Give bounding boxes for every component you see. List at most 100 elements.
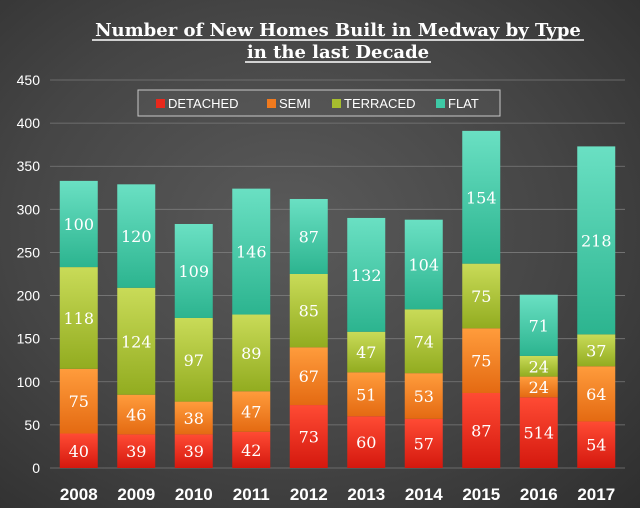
- y-tick-label: 200: [17, 288, 41, 304]
- chart-title-line-1: Number of New Homes Built in Medway by T…: [95, 20, 581, 41]
- data-label: 67: [299, 367, 319, 386]
- bar-flat-2009: [117, 184, 156, 288]
- data-label: 39: [184, 442, 204, 461]
- bar-flat-2010: [174, 223, 213, 318]
- bar-flat-2008: [59, 180, 98, 268]
- data-label: 75: [69, 392, 89, 411]
- data-label: 124: [121, 332, 152, 351]
- data-label: 104: [408, 256, 439, 275]
- y-tick-label: 100: [17, 374, 41, 390]
- bar-terraced-2011: [232, 314, 271, 392]
- legend-label-flat: FLAT: [448, 96, 479, 111]
- data-label: 75: [471, 352, 491, 371]
- bar-terraced-2012: [289, 274, 328, 348]
- legend-swatch-flat: [436, 99, 445, 108]
- bar-semi-2011: [232, 391, 271, 432]
- data-label: 154: [466, 188, 497, 207]
- data-labels: 40 75 118 100 39 46 124 120 39 38 97 109 42 47 89 146 73…: [63, 188, 611, 461]
- bar-terraced-2009: [117, 287, 156, 395]
- y-tick-label: 50: [24, 417, 40, 433]
- bar-semi-2008: [59, 368, 98, 434]
- bar-detached-2010: [174, 434, 213, 468]
- data-label: 71: [529, 316, 549, 335]
- legend-label-detached: DETACHED: [168, 96, 239, 111]
- x-tick-label: 2017: [577, 485, 615, 504]
- data-label: 85: [299, 302, 319, 321]
- legend: DETACHED SEMI TERRACED FLAT: [137, 89, 501, 117]
- bar-detached-2017: [577, 421, 616, 468]
- legend-swatch-terraced: [332, 99, 341, 108]
- bar-flat-2013: [347, 217, 386, 332]
- data-label: 42: [241, 441, 261, 460]
- chart-title-line-2: in the last Decade: [247, 42, 429, 63]
- data-label: 75: [471, 287, 491, 306]
- x-tick-label: 2015: [462, 485, 500, 504]
- bar-detached-2016: [519, 397, 558, 468]
- data-label: 47: [241, 403, 261, 422]
- bar-detached-2014: [404, 418, 443, 468]
- data-label: 97: [184, 351, 204, 370]
- data-label: 109: [178, 262, 209, 281]
- data-label: 46: [126, 406, 146, 425]
- data-label: 60: [356, 433, 376, 452]
- legend-swatch-detached: [156, 99, 165, 108]
- data-label: 51: [356, 385, 376, 404]
- bar-detached-2013: [347, 416, 386, 468]
- data-label: 40: [69, 442, 89, 461]
- data-label: 120: [121, 227, 152, 246]
- data-label: 37: [586, 341, 606, 360]
- bar-terraced-2014: [404, 309, 443, 374]
- x-tick-label: 2012: [290, 485, 328, 504]
- data-label: 24: [529, 378, 549, 397]
- x-tick-label: 2009: [117, 485, 155, 504]
- bar-semi-2014: [404, 373, 443, 419]
- y-tick-label: 300: [17, 201, 41, 217]
- data-label: 100: [63, 215, 94, 234]
- bar-flat-2012: [289, 198, 328, 274]
- bar-detached-2009: [117, 434, 156, 468]
- data-label: 38: [184, 409, 204, 428]
- bar-semi-2010: [174, 401, 213, 435]
- bar-detached-2015: [462, 392, 501, 468]
- y-tick-label: 150: [17, 331, 41, 347]
- x-tick-label: 2014: [405, 485, 443, 504]
- bar-flat-2011: [232, 188, 271, 315]
- bar-terraced-2010: [174, 317, 213, 402]
- data-label: 514: [523, 424, 554, 443]
- bar-terraced-2015: [462, 263, 501, 329]
- y-tick-label: 400: [17, 115, 41, 131]
- bar-semi-2009: [117, 394, 156, 435]
- data-label: 54: [586, 436, 606, 455]
- x-axis-ticks: 2008 2009 2010 2011 2012 2013 2014 2015 2016 2017: [60, 485, 615, 504]
- bar-semi-2013: [347, 372, 386, 417]
- data-label: 87: [299, 227, 319, 246]
- bar-terraced-2016: [519, 355, 558, 377]
- data-label: 146: [236, 243, 267, 262]
- y-tick-label: 350: [17, 158, 41, 174]
- bar-terraced-2017: [577, 334, 616, 367]
- y-axis-ticks: 0 50 100 150 200 250 300 350 400 450: [17, 72, 41, 476]
- bar-detached-2008: [59, 433, 98, 468]
- legend-label-semi: SEMI: [279, 96, 311, 111]
- data-label: 47: [356, 343, 376, 362]
- bar-semi-2012: [289, 347, 328, 406]
- data-label: 73: [299, 428, 319, 447]
- bar-semi-2015: [462, 328, 501, 393]
- data-label: 74: [414, 332, 434, 351]
- x-tick-label: 2016: [520, 485, 558, 504]
- x-tick-label: 2008: [60, 485, 98, 504]
- bar-flat-2015: [462, 130, 501, 264]
- x-tick-label: 2010: [175, 485, 213, 504]
- y-tick-label: 450: [17, 72, 41, 88]
- data-label: 87: [471, 421, 491, 440]
- bar-detached-2012: [289, 405, 328, 468]
- data-label: 24: [529, 357, 549, 376]
- y-tick-label: 250: [17, 244, 41, 260]
- bar-semi-2016: [519, 376, 558, 398]
- x-tick-label: 2011: [233, 485, 270, 504]
- x-tick-label: 2013: [347, 485, 385, 504]
- y-tick-label: 0: [32, 460, 40, 476]
- bar-detached-2011: [232, 431, 271, 468]
- bar-flat-2014: [404, 219, 443, 310]
